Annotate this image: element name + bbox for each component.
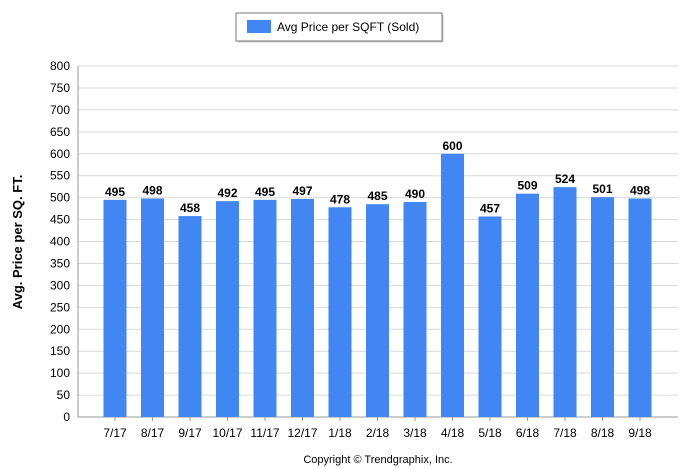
bar <box>628 198 652 417</box>
bars <box>103 153 652 417</box>
y-tick-label: 50 <box>57 388 71 402</box>
copyright-footer: Copyright © Trendgraphix, Inc. <box>303 454 452 466</box>
legend: Avg Price per SQFT (Sold) <box>235 12 444 43</box>
bar <box>141 198 164 417</box>
x-tick-label: 6/18 <box>516 426 540 440</box>
y-tick-label: 750 <box>50 81 70 95</box>
bar <box>403 202 427 417</box>
data-label: 495 <box>105 185 125 199</box>
y-tick-label: 0 <box>63 410 70 424</box>
x-axis-tick-labels: 7/17 8/17 9/17 10/17 11/17 12/17 1/18 2/18 3/18 4… <box>103 417 652 440</box>
y-tick-label: 500 <box>50 191 70 205</box>
y-axis-title: Avg. Price per SQ. FT. <box>10 175 25 310</box>
data-label: 600 <box>442 139 462 153</box>
bar <box>516 193 539 417</box>
x-tick-label: 8/17 <box>141 426 165 440</box>
bar <box>253 199 277 417</box>
y-tick-label: 400 <box>50 235 70 249</box>
data-label: 485 <box>367 189 387 203</box>
data-label: 490 <box>405 187 425 201</box>
x-tick-label: 8/18 <box>591 426 615 440</box>
y-tick-label: 200 <box>50 322 70 336</box>
data-label: 458 <box>180 201 200 215</box>
bar <box>553 187 577 417</box>
bar <box>103 199 127 417</box>
data-label: 478 <box>330 192 350 206</box>
x-tick-label: 9/18 <box>628 426 652 440</box>
y-tick-label: 300 <box>50 278 70 292</box>
y-tick-label: 450 <box>50 213 70 227</box>
bar <box>178 216 202 417</box>
bar <box>366 204 389 417</box>
bar <box>591 197 614 417</box>
data-label: 497 <box>292 184 312 198</box>
data-label: 498 <box>630 184 650 198</box>
legend-label: Avg Price per SQFT (Sold) <box>277 20 419 34</box>
x-tick-label: 4/18 <box>441 426 465 440</box>
x-tick-label: 1/18 <box>328 426 352 440</box>
x-tick-label: 12/17 <box>287 426 317 440</box>
y-tick-label: 600 <box>50 147 70 161</box>
x-tick-label: 5/18 <box>478 426 502 440</box>
data-label: 457 <box>480 201 500 215</box>
y-tick-label: 550 <box>50 169 70 183</box>
data-label: 498 <box>142 184 162 198</box>
data-label: 509 <box>517 179 537 193</box>
x-tick-label: 2/18 <box>366 426 390 440</box>
y-tick-label: 700 <box>50 103 70 117</box>
y-tick-label: 800 <box>50 59 70 73</box>
x-tick-label: 3/18 <box>403 426 427 440</box>
bar <box>216 201 239 417</box>
x-tick-label: 10/17 <box>212 426 242 440</box>
x-tick-label: 11/17 <box>250 426 279 440</box>
y-tick-label: 250 <box>50 300 70 314</box>
data-labels: 495 498 458 492 495 497 478 485 490 600 457 509 524 5… <box>105 139 650 216</box>
x-tick-label: 7/18 <box>553 426 577 440</box>
data-label: 495 <box>255 185 275 199</box>
x-tick-label: 9/17 <box>178 426 202 440</box>
bar <box>441 153 464 417</box>
legend-swatch <box>247 20 271 33</box>
bar <box>328 207 352 417</box>
bar <box>478 216 502 417</box>
y-tick-label: 650 <box>50 125 70 139</box>
data-label: 492 <box>217 186 237 200</box>
y-tick-label: 100 <box>50 366 70 380</box>
y-tick-label: 350 <box>50 256 70 270</box>
y-axis-tick-labels: 0 50 100 150 200 250 300 350 400 450 500 550 600 650 7… <box>50 59 70 424</box>
bar <box>291 198 314 417</box>
data-label: 501 <box>592 182 612 196</box>
x-tick-label: 7/17 <box>103 426 127 440</box>
data-label: 524 <box>555 172 575 186</box>
y-tick-label: 150 <box>50 344 70 358</box>
